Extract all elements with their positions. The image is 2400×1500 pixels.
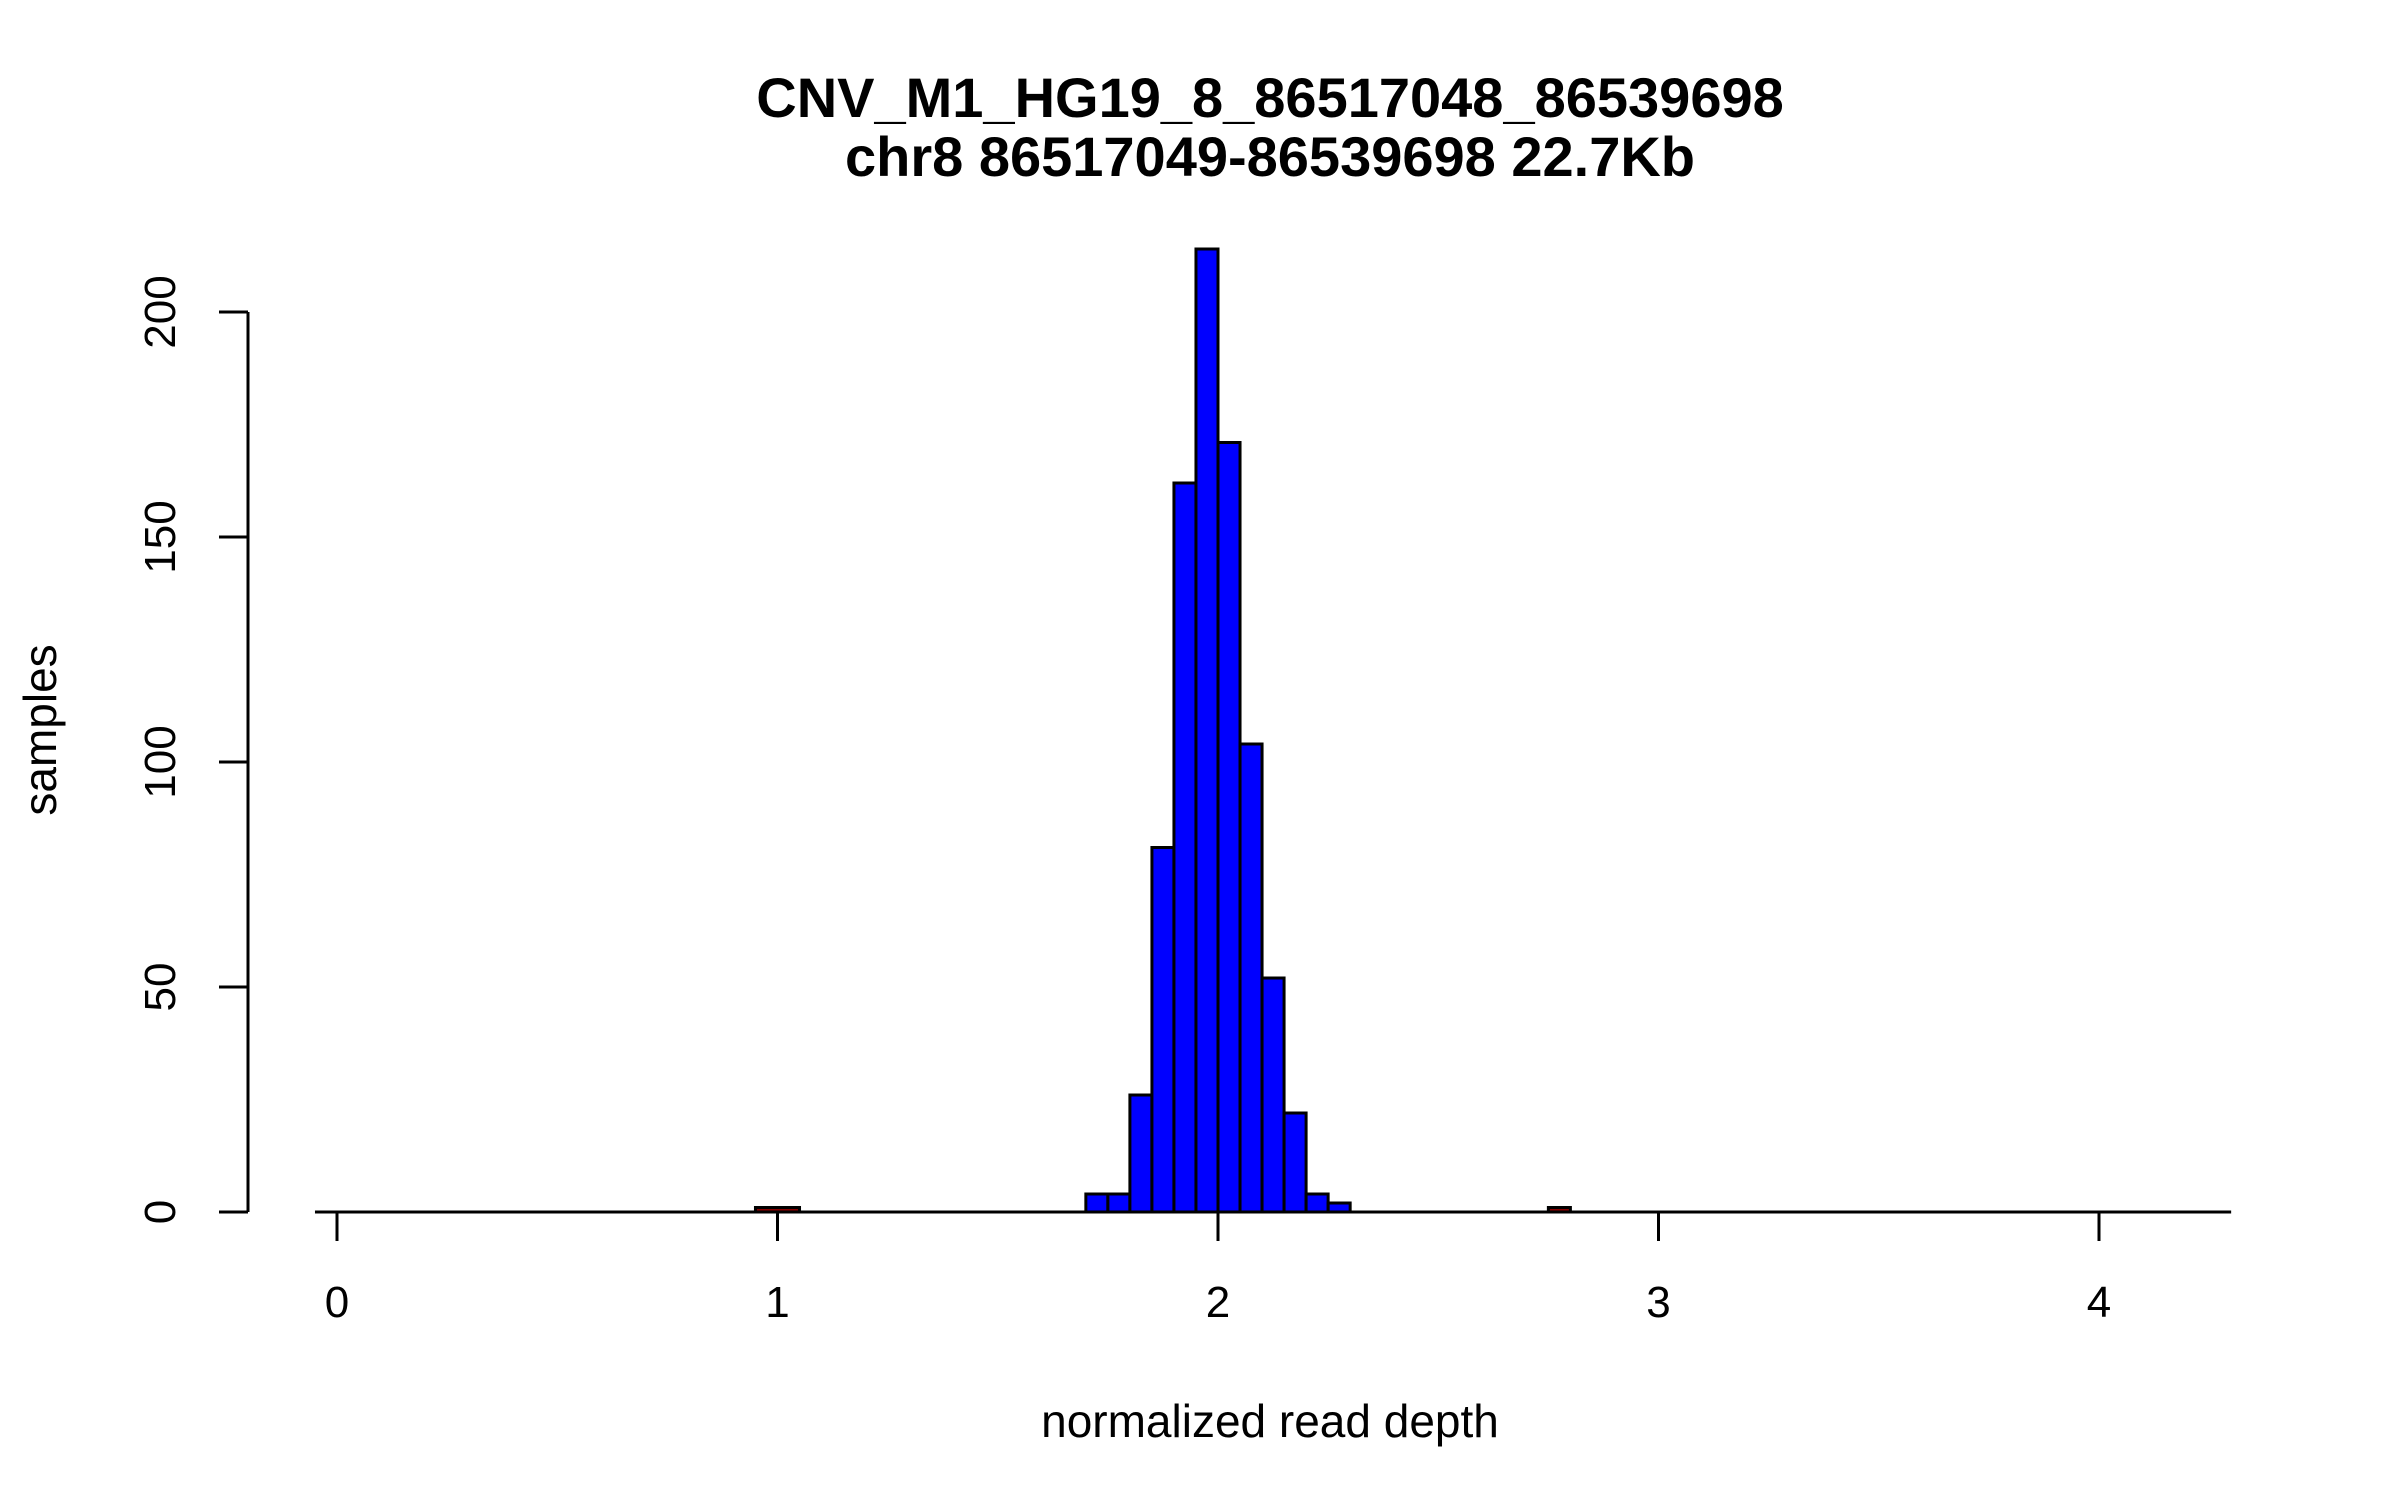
chart-subtitle: chr8 86517049-86539698 22.7Kb	[845, 125, 1695, 188]
x-axis-label: normalized read depth	[1041, 1395, 1499, 1447]
y-tick-label: 100	[136, 725, 185, 798]
histogram-bar	[1084, 1192, 1110, 1214]
x-tick-label: 3	[1646, 1278, 1670, 1327]
histogram-bar	[1260, 976, 1286, 1214]
histogram-bar	[1304, 1192, 1330, 1214]
histogram-bar	[1150, 846, 1176, 1214]
histogram-bar	[1172, 481, 1198, 1214]
histogram-bar	[1194, 247, 1220, 1214]
y-axis-label: samples	[14, 644, 66, 815]
x-tick-label: 1	[765, 1278, 789, 1327]
y-tick-label: 150	[136, 500, 185, 573]
y-tick-label: 0	[136, 1200, 185, 1224]
chart-title: CNV_M1_HG19_8_86517048_86539698	[756, 66, 1784, 129]
histogram-bar	[1106, 1192, 1132, 1214]
histogram-bar	[1128, 1093, 1154, 1214]
x-tick-label: 0	[325, 1278, 349, 1327]
y-axis: 0 50 100 150 200	[136, 275, 250, 1224]
y-tick-label: 200	[136, 275, 185, 348]
histogram-bar	[1282, 1111, 1308, 1214]
bars-group	[753, 247, 1572, 1214]
y-tick-label: 50	[136, 963, 185, 1012]
histogram-bar	[1238, 742, 1264, 1214]
histogram-bar	[1216, 441, 1242, 1214]
x-tick-label: 2	[1206, 1278, 1230, 1327]
x-tick-label: 4	[2087, 1278, 2111, 1327]
x-axis: 0 1 2 3 4	[325, 1210, 2111, 1327]
